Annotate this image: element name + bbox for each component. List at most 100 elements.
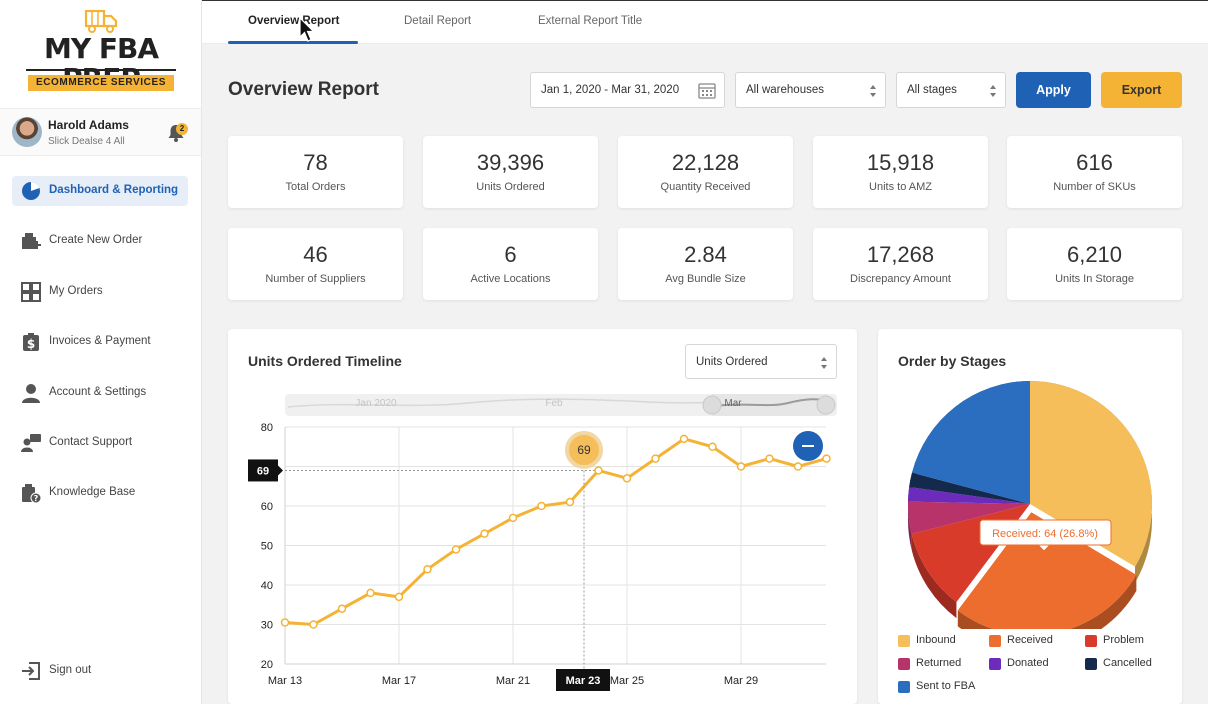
nav-item-knowledge-base[interactable]: ? Knowledge Base xyxy=(12,478,188,508)
pie-tooltip-text: Received: 64 (26.8%) xyxy=(992,528,1098,540)
user-profile[interactable]: Harold Adams Slick Dealse 4 All 2 xyxy=(0,108,201,156)
active-tab-indicator xyxy=(228,41,358,44)
stat-card-avg-bundle-size: 2.84 Avg Bundle Size xyxy=(618,228,793,300)
warehouse-select[interactable]: All warehouses xyxy=(735,72,886,108)
data-point xyxy=(565,497,575,507)
user-company: Slick Dealse 4 All xyxy=(48,136,125,147)
stat-value: 22,128 xyxy=(671,150,740,175)
legend-label: Received xyxy=(1007,634,1053,646)
pie-tooltip-arrow xyxy=(1036,544,1052,552)
x-tick-label: Mar 17 xyxy=(382,675,416,687)
tooltip-value: 69 xyxy=(577,443,591,457)
pie-slice-received[interactable] xyxy=(957,512,1137,629)
stages-title: Order by Stages xyxy=(898,353,1007,369)
pie-tooltip: Received: 64 (26.8%) xyxy=(979,519,1112,552)
data-point xyxy=(280,618,290,627)
sign-out-icon xyxy=(22,662,40,680)
stat-value: 17,268 xyxy=(866,242,935,267)
nav-item-dashboard[interactable]: Dashboard & Reporting xyxy=(12,176,188,206)
nav-item-create-order[interactable]: Create New Order xyxy=(12,226,188,256)
stat-label: Units In Storage xyxy=(1055,273,1134,285)
tab-overview-report[interactable]: Overview Report xyxy=(248,15,340,27)
timeline-navigator xyxy=(285,394,837,416)
select-arrows-icon xyxy=(870,85,876,97)
stat-value: 78 xyxy=(303,150,328,175)
y-value-marker-arrow xyxy=(278,465,283,476)
stat-card-units-to-amz: 15,918 Units to AMZ xyxy=(813,136,988,208)
page-title: Overview Report xyxy=(228,79,379,100)
stat-card-number-of-skus: 616 Number of SKUs xyxy=(1007,136,1182,208)
order-stages-pie-chart[interactable]: Received: 64 (26.8%) xyxy=(878,329,1182,629)
pie-chart-icon xyxy=(22,181,40,200)
nav-item-support[interactable]: Contact Support xyxy=(12,428,188,458)
legend-label: Donated xyxy=(1007,657,1049,669)
data-point xyxy=(366,588,375,598)
y-tick-label: 30 xyxy=(261,620,273,632)
pie-slice-sent-to-fba[interactable] xyxy=(912,381,1030,504)
legend-swatch xyxy=(1085,635,1097,647)
mouse-cursor-icon xyxy=(299,17,315,42)
nav-label: Sign out xyxy=(49,664,92,676)
logo[interactable]: MY FBA PREP ECOMMERCE SERVICES xyxy=(26,8,176,94)
warehouse-select-value: All warehouses xyxy=(746,84,824,96)
navigator-label: Mar xyxy=(724,398,742,409)
metric-select[interactable]: Units Ordered xyxy=(685,344,837,379)
select-arrows-icon xyxy=(821,357,827,369)
data-point xyxy=(337,604,347,613)
nav-item-account[interactable]: Account & Settings xyxy=(12,378,188,408)
pie-slice-side-received xyxy=(957,574,1137,629)
x-tick-label: Mar 29 xyxy=(724,675,758,687)
person-icon xyxy=(22,384,40,403)
data-point xyxy=(822,454,831,463)
pie-slice-wall xyxy=(957,574,1137,629)
nav-label: My Orders xyxy=(49,285,103,297)
data-point xyxy=(451,545,461,554)
units-ordered-series-line xyxy=(284,437,827,626)
export-button[interactable]: Export xyxy=(1101,72,1182,108)
x-tick-label: Mar 21 xyxy=(496,675,530,687)
stat-value: 2.84 xyxy=(684,242,727,267)
stat-value: 6 xyxy=(504,242,517,267)
stat-label: Active Locations xyxy=(470,273,551,285)
data-point xyxy=(480,529,489,538)
stat-label: Units to AMZ xyxy=(869,181,932,193)
data-point xyxy=(622,474,632,483)
data-point xyxy=(765,454,774,463)
invoice-dollar-icon: $ xyxy=(23,333,39,351)
data-point xyxy=(679,434,689,444)
stat-label: Number of Suppliers xyxy=(265,273,366,285)
logo-subtitle: ECOMMERCE SERVICES xyxy=(28,75,174,91)
stat-card-quantity-received: 22,128 Quantity Received xyxy=(618,136,793,208)
data-point xyxy=(651,454,660,463)
avatar[interactable] xyxy=(12,117,42,147)
nav-label: Invoices & Payment xyxy=(49,335,151,347)
pie-slice-returned[interactable] xyxy=(908,501,1030,534)
signout-button[interactable]: Sign out xyxy=(12,656,188,686)
nav-label: Knowledge Base xyxy=(49,486,136,498)
x-tick-label: Mar 13 xyxy=(268,675,302,687)
date-range-picker[interactable]: Jan 1, 2020 - Mar 31, 2020 xyxy=(530,72,725,108)
stat-label: Total Orders xyxy=(285,181,346,193)
calendar-icon xyxy=(698,83,716,99)
legend-swatch xyxy=(898,681,910,693)
tab-external-report[interactable]: External Report Title xyxy=(538,15,643,27)
nav-item-invoices[interactable]: $ Invoices & Payment xyxy=(12,327,188,357)
stage-select[interactable]: All stages xyxy=(896,72,1006,108)
pie-slice-cancelled[interactable] xyxy=(909,472,1030,504)
legend-label: Inbound xyxy=(916,634,956,646)
nav-label: Account & Settings xyxy=(49,386,147,398)
tab-detail-report[interactable]: Detail Report xyxy=(404,15,472,27)
orders-grid-icon xyxy=(21,282,41,302)
x-value-marker-text: Mar 23 xyxy=(566,675,601,687)
pie-slice-donated[interactable] xyxy=(908,487,1030,504)
x-tick-label: Mar 25 xyxy=(610,675,644,687)
data-point xyxy=(394,592,404,602)
nav-label: Create New Order xyxy=(49,234,143,246)
stat-label: Quantity Received xyxy=(660,181,751,193)
nav-item-my-orders[interactable]: My Orders xyxy=(12,277,188,307)
sidebar: MY FBA PREP ECOMMERCE SERVICES Harold Ad… xyxy=(0,0,202,704)
y-value-marker-text: 69 xyxy=(257,465,269,477)
stat-label: Units Ordered xyxy=(476,181,545,193)
apply-button[interactable]: Apply xyxy=(1016,72,1091,108)
